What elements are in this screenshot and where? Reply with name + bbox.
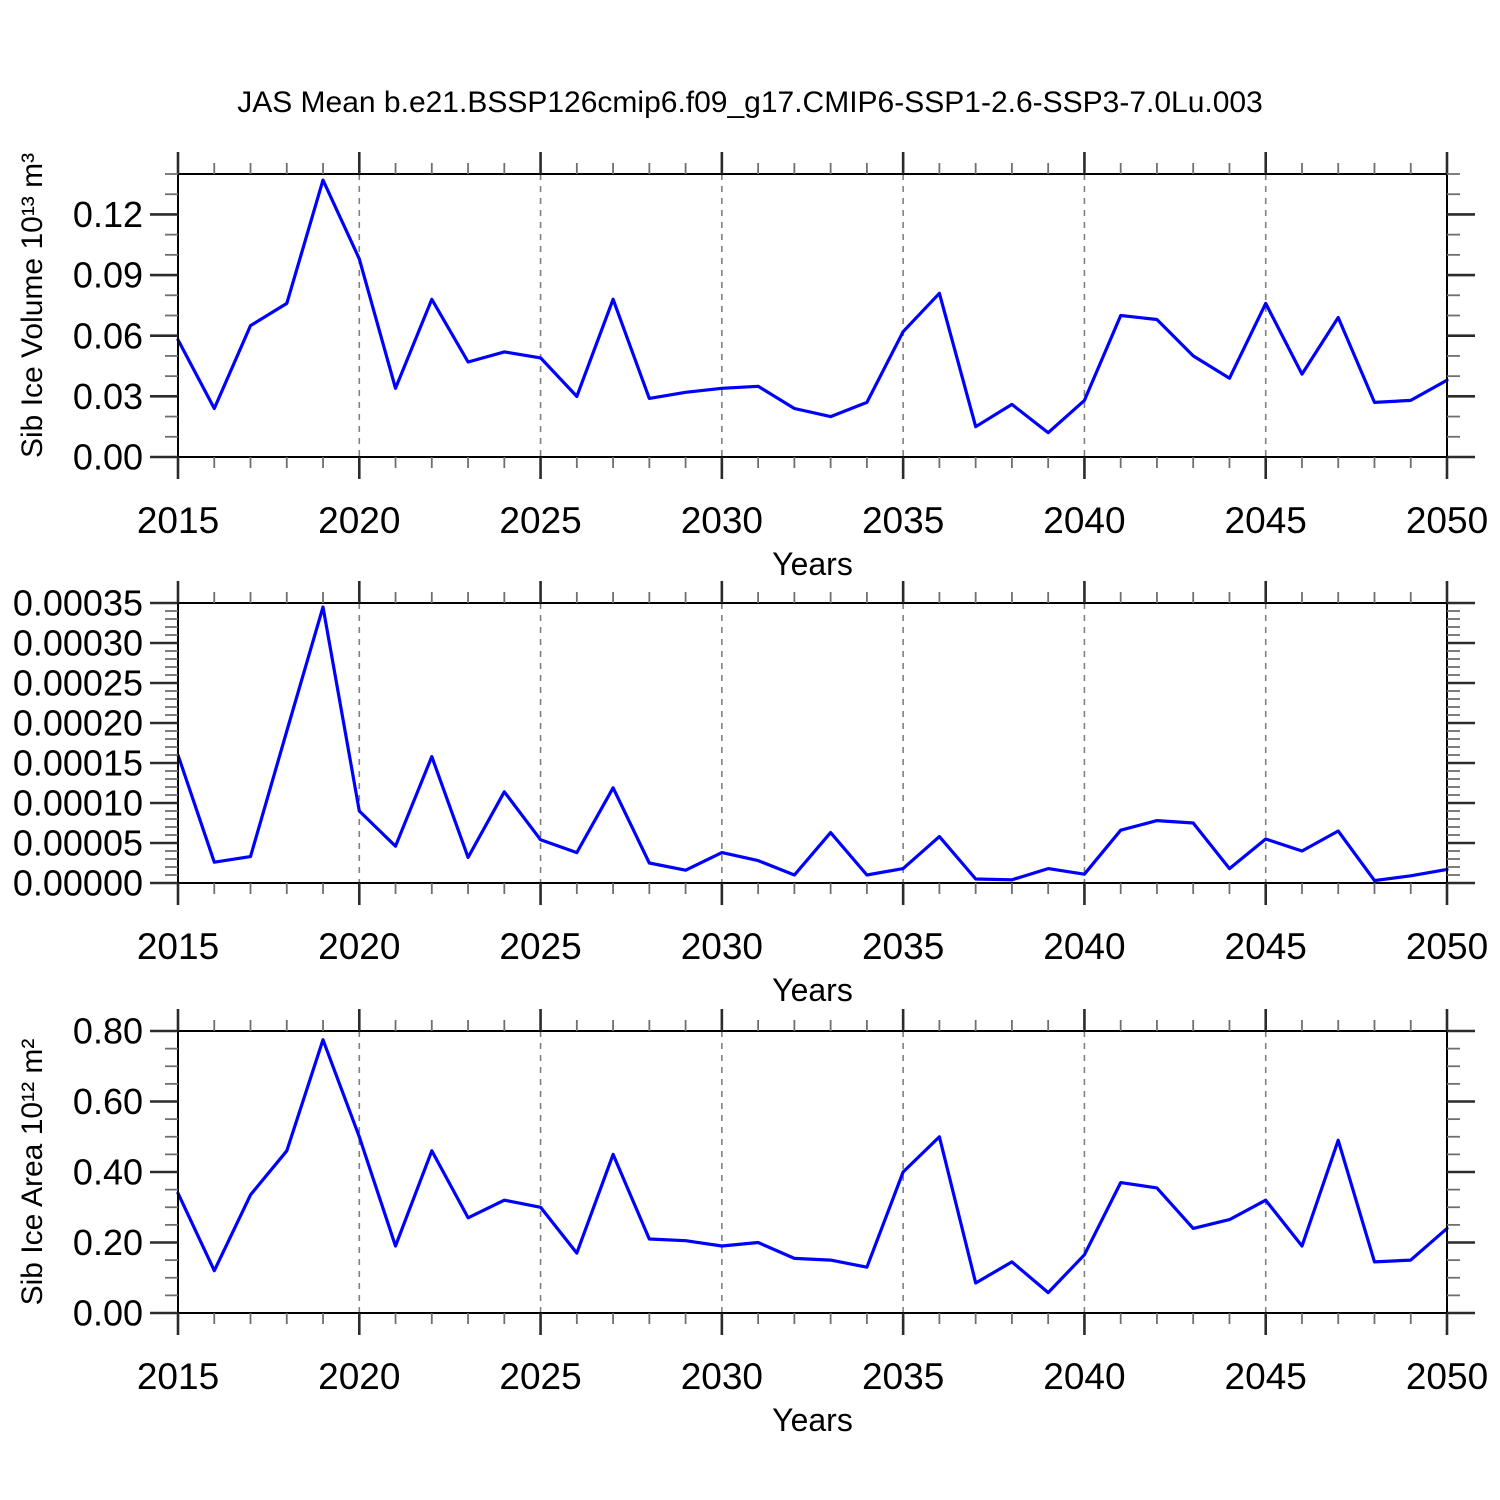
- x-tick-label: 2030: [681, 500, 763, 541]
- series-sib-ice-area: [176, 1038, 1449, 1295]
- x-tick-label: 2045: [1225, 1356, 1307, 1397]
- x-tick-label: 2035: [862, 926, 944, 967]
- plot-border: [177, 602, 1448, 884]
- x-tick-label: 2020: [318, 926, 400, 967]
- y-tick-label: 0.00020: [13, 703, 143, 744]
- y-tick-label: 0.00005: [13, 823, 143, 864]
- x-tick-label: 2050: [1406, 1356, 1488, 1397]
- x-tick-label: 2050: [1406, 500, 1488, 541]
- y-tick-label: 0.03: [73, 376, 143, 417]
- x-tick-label: 2035: [862, 500, 944, 541]
- chart-title: JAS Mean b.e21.BSSP126cmip6.f09_g17.CMIP…: [237, 86, 1263, 119]
- x-tick-label: 2015: [137, 500, 219, 541]
- panel-sib-ice-middle: 2015 2020 2025 2030 2035 2040 2045 20500.000000…: [13, 581, 1488, 967]
- x-tick-label: 2015: [137, 1356, 219, 1397]
- x-axis-title-middle: Years: [772, 972, 853, 1008]
- x-tick-label: 2030: [681, 926, 763, 967]
- y-tick-label: 0.00000: [13, 863, 143, 904]
- y-tick-label: 0.00010: [13, 783, 143, 824]
- x-tick-label: 2025: [499, 926, 581, 967]
- series-sib-ice-middle: [176, 605, 1449, 883]
- y-tick-label: 0.00: [73, 437, 143, 478]
- x-tick-label: 2025: [499, 1356, 581, 1397]
- x-tick-label: 2015: [137, 926, 219, 967]
- y-tick-label: 0.09: [73, 255, 143, 296]
- y-axis-title-area: Sib Ice Area 10¹² m²: [16, 1038, 49, 1306]
- x-axis-title-bottom: Years: [772, 1402, 853, 1438]
- x-axis-title-top: Years: [772, 546, 853, 582]
- y-tick-label: 0.80: [73, 1011, 143, 1052]
- y-axis-title-volume: Sib Ice Volume 10¹³ m³: [16, 152, 49, 458]
- x-tick-label: 2040: [1043, 926, 1125, 967]
- y-tick-label: 0.20: [73, 1222, 143, 1263]
- plot-border: [177, 173, 1448, 458]
- series-sib-ice-volume: [176, 178, 1449, 435]
- y-tick-label: 0.00025: [13, 663, 143, 704]
- y-tick-label: 0.00030: [13, 623, 143, 664]
- x-tick-label: 2045: [1225, 500, 1307, 541]
- x-tick-label: 2025: [499, 500, 581, 541]
- panel-sib-ice-volume: 2015 2020 2025 2030 2035 2040 2045 2050 0.00 0.03…: [73, 152, 1488, 541]
- y-tick-label: 0.40: [73, 1152, 143, 1193]
- plot-border: [177, 1030, 1448, 1314]
- x-tick-label: 2030: [681, 1356, 763, 1397]
- x-tick-label: 2035: [862, 1356, 944, 1397]
- x-tick-label: 2020: [318, 1356, 400, 1397]
- y-tick-label: 0.00015: [13, 743, 143, 784]
- y-tick-label: 0.00035: [13, 583, 143, 624]
- y-tick-label: 0.06: [73, 315, 143, 356]
- x-tick-label: 2040: [1043, 500, 1125, 541]
- y-tick-label: 0.00: [73, 1293, 143, 1334]
- x-tick-label: 2020: [318, 500, 400, 541]
- x-tick-label: 2040: [1043, 1356, 1125, 1397]
- y-tick-label: 0.12: [73, 194, 143, 235]
- panel-sib-ice-area: 2015 2020 2025 2030 2035 2040 2045 2050 0.00 0.20…: [73, 1009, 1488, 1397]
- x-tick-label: 2045: [1225, 926, 1307, 967]
- y-tick-label: 0.60: [73, 1081, 143, 1122]
- x-tick-label: 2050: [1406, 926, 1488, 967]
